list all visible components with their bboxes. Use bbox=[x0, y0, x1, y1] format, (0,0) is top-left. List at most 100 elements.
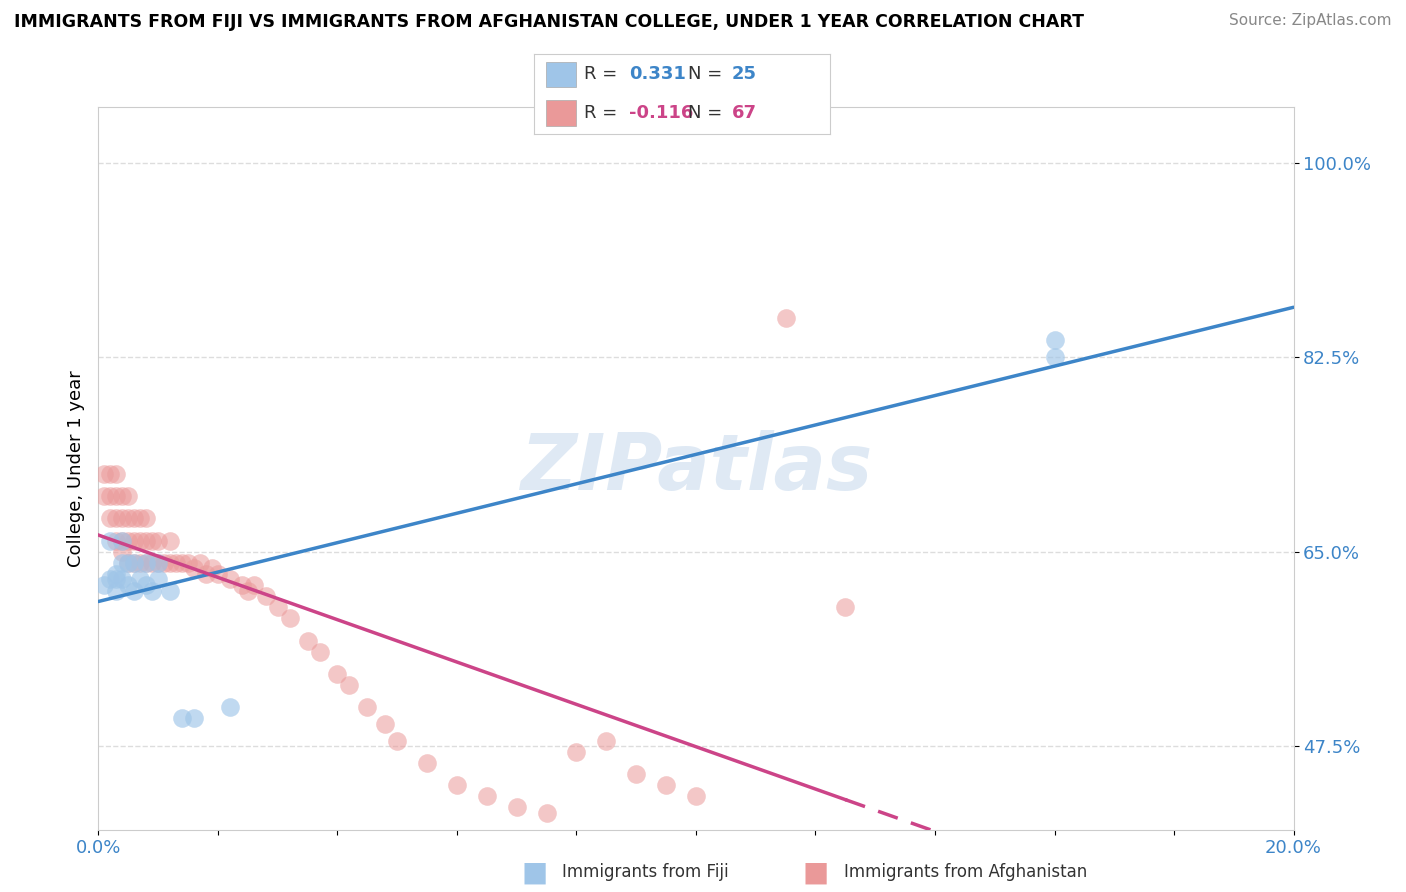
Text: Immigrants from Fiji: Immigrants from Fiji bbox=[562, 863, 730, 881]
Point bbox=[159, 533, 181, 548]
Point bbox=[129, 533, 152, 548]
FancyBboxPatch shape bbox=[546, 62, 575, 87]
Point bbox=[111, 556, 134, 570]
Point bbox=[135, 533, 157, 548]
Point bbox=[93, 467, 115, 481]
Point bbox=[148, 556, 170, 570]
Point bbox=[141, 583, 163, 598]
Point bbox=[148, 573, 170, 587]
Point bbox=[124, 556, 146, 570]
Point bbox=[536, 805, 558, 820]
Point bbox=[165, 556, 187, 570]
Point bbox=[159, 556, 181, 570]
Point bbox=[105, 489, 128, 503]
Point bbox=[416, 756, 439, 770]
Text: IMMIGRANTS FROM FIJI VS IMMIGRANTS FROM AFGHANISTAN COLLEGE, UNDER 1 YEAR CORREL: IMMIGRANTS FROM FIJI VS IMMIGRANTS FROM … bbox=[14, 13, 1084, 31]
Text: 0.331: 0.331 bbox=[628, 65, 686, 83]
Point bbox=[117, 533, 139, 548]
Point bbox=[111, 573, 134, 587]
Point bbox=[207, 566, 229, 581]
Point bbox=[326, 667, 349, 681]
Point bbox=[117, 489, 139, 503]
Point bbox=[475, 789, 498, 804]
Point bbox=[595, 733, 617, 747]
Point bbox=[124, 533, 146, 548]
Point bbox=[297, 633, 319, 648]
Point bbox=[117, 556, 139, 570]
Point bbox=[105, 467, 128, 481]
Point bbox=[98, 489, 122, 503]
Point bbox=[135, 556, 157, 570]
Point bbox=[111, 533, 134, 548]
Point bbox=[254, 589, 277, 603]
Text: R =: R = bbox=[585, 104, 623, 122]
Point bbox=[148, 533, 170, 548]
Point bbox=[177, 556, 200, 570]
Text: Source: ZipAtlas.com: Source: ZipAtlas.com bbox=[1229, 13, 1392, 29]
Point bbox=[98, 511, 122, 525]
Point bbox=[267, 600, 290, 615]
Point bbox=[105, 511, 128, 525]
Point bbox=[129, 573, 152, 587]
Point bbox=[93, 578, 115, 592]
Point bbox=[385, 733, 409, 747]
Point bbox=[105, 533, 128, 548]
Text: ■: ■ bbox=[803, 858, 828, 887]
Point bbox=[236, 583, 259, 598]
Point bbox=[195, 566, 218, 581]
Point bbox=[565, 745, 588, 759]
Point bbox=[308, 645, 330, 659]
Point bbox=[183, 561, 205, 575]
Point bbox=[201, 561, 224, 575]
Point bbox=[685, 789, 707, 804]
Y-axis label: College, Under 1 year: College, Under 1 year bbox=[66, 370, 84, 566]
Point bbox=[172, 711, 194, 725]
Point bbox=[124, 511, 146, 525]
Point bbox=[141, 533, 163, 548]
Point bbox=[105, 566, 128, 581]
Point bbox=[506, 800, 529, 814]
Point bbox=[117, 511, 139, 525]
Point bbox=[98, 573, 122, 587]
Point bbox=[183, 711, 205, 725]
Point bbox=[111, 511, 134, 525]
Point bbox=[374, 717, 396, 731]
Text: -0.116: -0.116 bbox=[628, 104, 693, 122]
Point bbox=[243, 578, 266, 592]
Point bbox=[159, 583, 181, 598]
Text: 25: 25 bbox=[733, 65, 756, 83]
FancyBboxPatch shape bbox=[546, 100, 575, 126]
Point bbox=[153, 556, 176, 570]
Point bbox=[655, 778, 678, 792]
Point bbox=[124, 556, 146, 570]
Text: N =: N = bbox=[688, 104, 728, 122]
Text: ZIPatlas: ZIPatlas bbox=[520, 430, 872, 507]
Point bbox=[93, 489, 115, 503]
Point bbox=[105, 573, 128, 587]
Point bbox=[278, 611, 301, 625]
Point bbox=[172, 556, 194, 570]
Point bbox=[775, 311, 797, 326]
Point bbox=[111, 489, 134, 503]
Point bbox=[446, 778, 468, 792]
Text: ■: ■ bbox=[522, 858, 547, 887]
Point bbox=[124, 583, 146, 598]
Point bbox=[356, 700, 378, 714]
Point bbox=[135, 511, 157, 525]
Point bbox=[148, 556, 170, 570]
Text: R =: R = bbox=[585, 65, 623, 83]
Point bbox=[188, 556, 211, 570]
Point bbox=[339, 678, 361, 692]
Text: 67: 67 bbox=[733, 104, 756, 122]
Point bbox=[129, 511, 152, 525]
Point bbox=[135, 578, 157, 592]
Point bbox=[219, 573, 242, 587]
Point bbox=[117, 556, 139, 570]
Point bbox=[117, 578, 139, 592]
Point bbox=[141, 556, 163, 570]
Point bbox=[626, 767, 648, 781]
Point bbox=[105, 583, 128, 598]
Point bbox=[1043, 334, 1066, 348]
Point bbox=[98, 533, 122, 548]
Point bbox=[231, 578, 253, 592]
